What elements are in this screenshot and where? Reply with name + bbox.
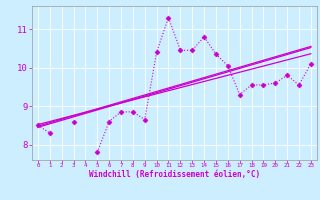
X-axis label: Windchill (Refroidissement éolien,°C): Windchill (Refroidissement éolien,°C) [89, 170, 260, 179]
